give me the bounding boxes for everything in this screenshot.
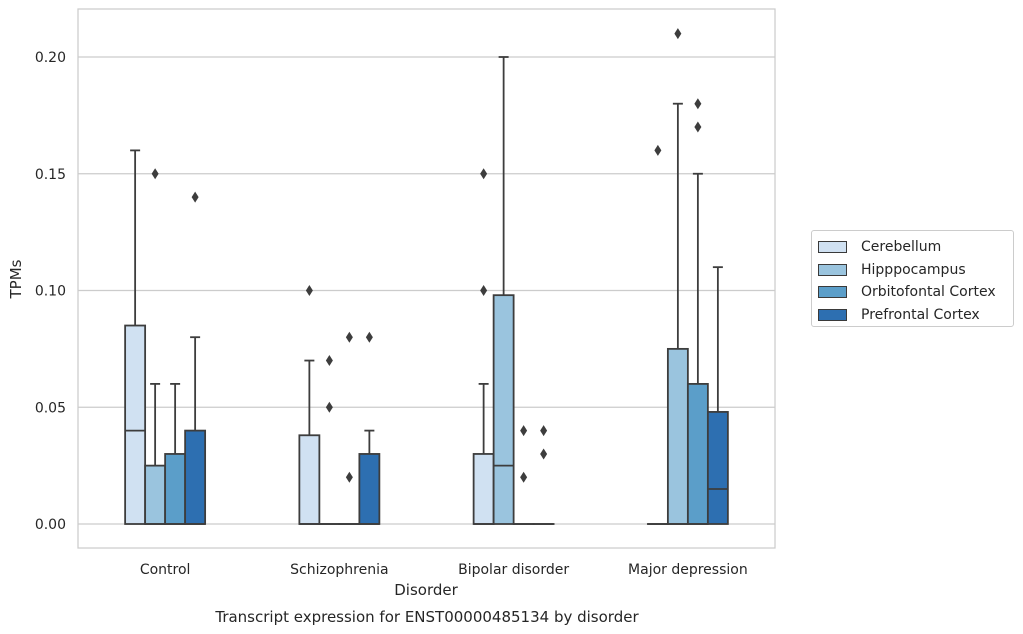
box-1-0 [298, 285, 321, 525]
x-axis-title: Disorder [394, 581, 458, 599]
box-body [184, 429, 207, 525]
legend: Cerebellum Hipppocampus Orbitofontal Cor… [811, 230, 1014, 327]
legend-swatch-hippocampus [818, 263, 847, 276]
outlier-point [151, 168, 159, 180]
box-1-3 [358, 331, 381, 525]
x-tick-label: Bipolar disorder [458, 562, 569, 578]
x-tick-label: Control [140, 562, 191, 578]
legend-item-orbitofrontal-cortex: Orbitofontal Cortex [818, 281, 1013, 304]
box-0-2 [164, 382, 187, 525]
box-0-3 [184, 191, 207, 525]
y-tick-label: 0.00 [35, 517, 66, 533]
y-tick-label: 0.20 [35, 50, 66, 66]
y-tick-label: 0.10 [35, 284, 66, 300]
outlier-point [674, 28, 682, 40]
x-tick-labels: Control Schizophrenia Bipolar disorder Majo… [140, 562, 748, 578]
outlier-point [325, 401, 333, 413]
legend-item-cerebellum: Cerebellum [818, 236, 1013, 259]
x-tick-label: Schizophrenia [290, 562, 388, 578]
box-3-1 [666, 28, 689, 525]
box-body [124, 324, 147, 525]
outlier-point [325, 355, 333, 367]
outlier-point [654, 144, 662, 156]
box-0-0 [124, 149, 147, 525]
box-plot-marks [124, 28, 729, 525]
outlier-point [480, 285, 488, 296]
outlier-point [694, 98, 702, 110]
outlier-point [520, 471, 528, 483]
outlier-point [694, 121, 702, 133]
plot-frame [77, 8, 776, 549]
y-tick-label: 0.15 [35, 167, 66, 183]
outlier-point [520, 425, 528, 437]
legend-swatch-cerebellum [818, 241, 847, 254]
box-2-0 [472, 168, 495, 525]
box-3-2 [686, 98, 709, 525]
box-body [298, 434, 321, 525]
box-body [144, 464, 167, 525]
box-body [492, 294, 515, 525]
box-2-1 [492, 56, 515, 525]
legend-label-cerebellum: Cerebellum [861, 239, 942, 256]
y-axis-title: TPMs [7, 259, 25, 299]
box-body [686, 382, 709, 525]
outlier-point [191, 191, 199, 203]
outlier-point [540, 448, 548, 460]
box-3-0 [646, 144, 669, 525]
box-body [472, 453, 495, 525]
box-0-1 [144, 168, 167, 525]
outlier-point [345, 331, 353, 343]
box-body [666, 347, 689, 525]
outlier-point [480, 168, 488, 180]
y-tick-label: 0.05 [35, 400, 66, 416]
x-tick-label: Major depression [628, 562, 748, 578]
box-1-2 [338, 331, 361, 525]
outlier-point [305, 285, 313, 296]
box-2-3 [532, 425, 555, 525]
chart-title: Transcript expression for ENST0000048513… [214, 608, 639, 626]
legend-label-orbitofrontal-cortex: Orbitofontal Cortex [861, 284, 996, 301]
legend-label-hippocampus: Hipppocampus [861, 261, 966, 278]
outlier-point [540, 425, 548, 437]
box-2-2 [512, 425, 535, 525]
box-body [164, 453, 187, 525]
legend-item-hippocampus: Hipppocampus [818, 259, 1013, 282]
legend-swatch-orbitofrontal-cortex [818, 286, 847, 299]
y-tick-labels: 0.00 0.05 0.10 0.15 0.20 [35, 50, 66, 533]
box-body [706, 411, 729, 525]
box-3-3 [706, 266, 729, 525]
legend-swatch-prefrontal-cortex [818, 308, 847, 321]
box-1-1 [318, 355, 341, 525]
box-body [358, 453, 381, 525]
legend-item-prefrontal-cortex: Prefrontal Cortex [818, 304, 1013, 327]
outlier-point [345, 471, 353, 483]
outlier-point [365, 331, 373, 343]
legend-label-prefrontal-cortex: Prefrontal Cortex [861, 306, 980, 323]
